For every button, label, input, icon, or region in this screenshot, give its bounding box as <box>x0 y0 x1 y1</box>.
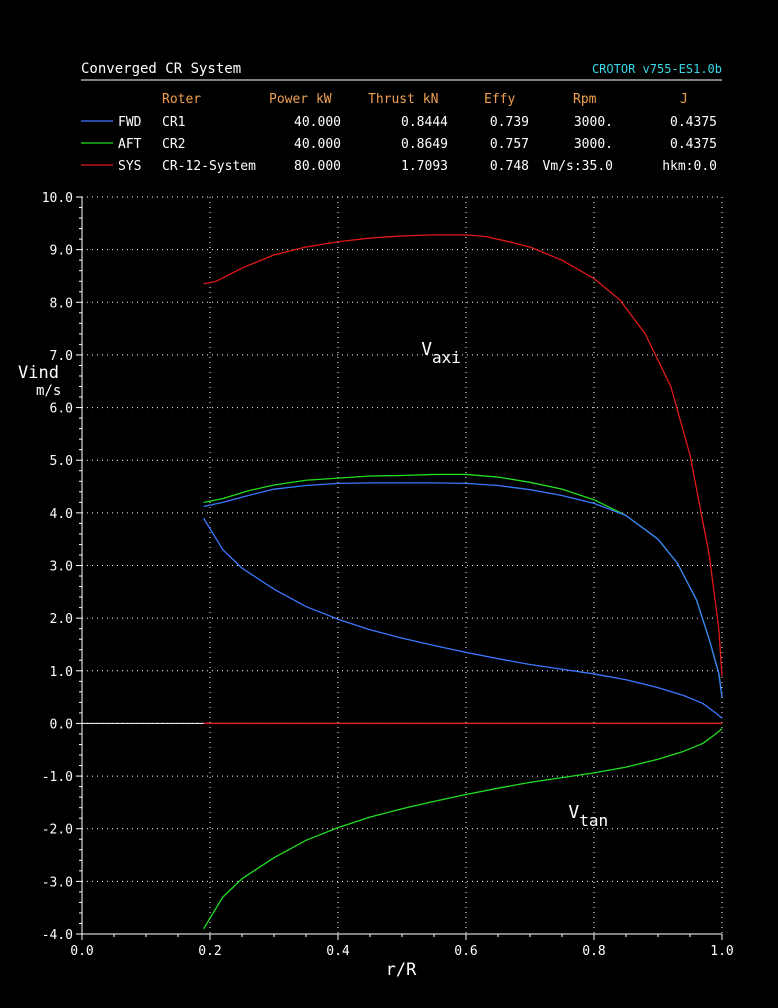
table-cell: 40.000 <box>294 115 341 130</box>
table-cell: 0.748 <box>490 159 529 174</box>
x-tick-label: 0.2 <box>198 944 221 959</box>
table-cell: 0.8649 <box>401 137 448 152</box>
x-tick-label: 0.0 <box>70 944 93 959</box>
y-tick-label: 5.0 <box>50 454 73 469</box>
y-tick-label: 3.0 <box>50 560 73 575</box>
table-cell: CR1 <box>162 115 185 130</box>
y-tick-label: 6.0 <box>50 402 73 417</box>
table-cell: Vm/s:35.0 <box>543 159 613 174</box>
column-header: Thrust kN <box>368 92 438 107</box>
x-axis-label: r/R <box>386 960 417 980</box>
y-tick-label: 4.0 <box>50 507 73 522</box>
chart-title: Converged CR System <box>81 61 241 77</box>
table-cell: 80.000 <box>294 159 341 174</box>
series-group <box>203 234 723 930</box>
series-line-4 <box>203 517 723 719</box>
table-cell: 3000. <box>574 115 613 130</box>
y-tick-label: 1.0 <box>50 665 73 680</box>
table-cell: hkm:0.0 <box>662 159 717 174</box>
table-cell: 3000. <box>574 137 613 152</box>
y-tick-label: 8.0 <box>50 296 73 311</box>
row-tag: FWD <box>118 115 142 130</box>
tick-labels: -4.0 -3.0 -2.0 -1.0 0.0 1.0 2.0 3.0 4.0 5.0 6.0 7.0… <box>42 191 734 959</box>
table-cell: 1.7093 <box>401 159 448 174</box>
y-tick-label: -4.0 <box>42 928 73 943</box>
x-tick-label: 0.6 <box>454 944 477 959</box>
table-cell: CR2 <box>162 137 185 152</box>
column-header: J <box>680 92 688 107</box>
column-header: Power kW <box>269 92 332 107</box>
table-cell: 0.4375 <box>670 115 717 130</box>
annotations: Vaxi Vtan <box>421 339 608 830</box>
y-axis-unit: m/s <box>36 383 61 399</box>
table-cell: 0.757 <box>490 137 529 152</box>
annotation-tan: Vtan <box>568 802 608 830</box>
version-label: CROTOR v755-ES1.0b <box>592 62 722 76</box>
y-tick-label: 7.0 <box>50 349 73 364</box>
column-header: Effy <box>484 92 515 107</box>
column-header: Rpm <box>573 92 597 107</box>
x-tick-label: 0.8 <box>582 944 605 959</box>
row-tag: SYS <box>118 159 141 174</box>
x-tick-label: 1.0 <box>710 944 733 959</box>
table-cell: 0.4375 <box>670 137 717 152</box>
y-tick-label: 10.0 <box>42 191 73 206</box>
series-line-2 <box>203 473 723 698</box>
table-cell: CR-12-System <box>162 159 256 174</box>
series-line-1 <box>203 234 723 677</box>
y-tick-label: -2.0 <box>42 823 73 838</box>
series-line-5 <box>203 728 723 930</box>
y-tick-label: 0.0 <box>50 717 73 732</box>
table-cell: 0.739 <box>490 115 529 130</box>
table-cell: 0.8444 <box>401 115 448 130</box>
y-tick-label: 9.0 <box>50 244 73 259</box>
series-line-3 <box>203 482 723 698</box>
table-cell: 40.000 <box>294 137 341 152</box>
y-tick-label: -1.0 <box>42 770 73 785</box>
y-axis-label: Vind <box>18 363 59 383</box>
summary-table: Roter Power kW Thrust kN Effy Rpm J FWD CR1 40.0… <box>81 92 717 174</box>
annotation-axi: Vaxi <box>421 339 461 367</box>
y-tick-label: -3.0 <box>42 875 73 890</box>
row-tag: AFT <box>118 137 142 152</box>
y-tick-label: 2.0 <box>50 612 73 627</box>
x-tick-label: 0.4 <box>326 944 350 959</box>
column-header: Roter <box>162 92 201 107</box>
